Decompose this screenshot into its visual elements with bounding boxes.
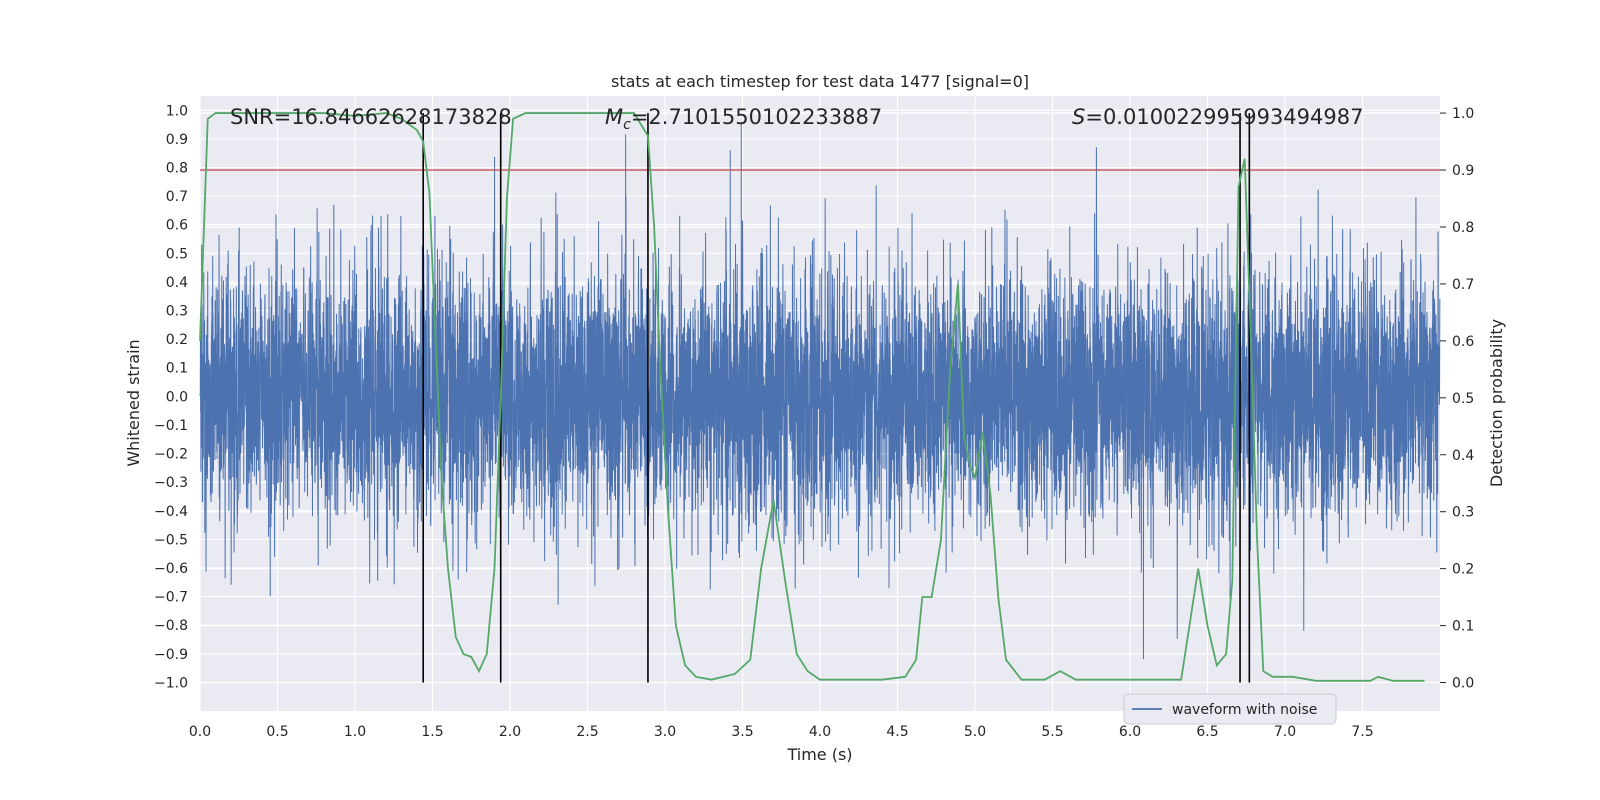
- y2-tick-label: 1.0: [1452, 106, 1474, 122]
- y2-axis-ticks: 1.0 0.9 0.8 0.7 0.6 0.5 0.4 0.3 0.2 0.1 0.0: [1440, 106, 1474, 692]
- x-tick-label: 6.5: [1196, 724, 1218, 740]
- s-annotation: S=0.010022995993494987: [1072, 105, 1363, 129]
- x-tick-label: 1.5: [421, 724, 443, 740]
- y-tick-label: 0.9: [166, 132, 188, 148]
- x-tick-label: 4.5: [886, 724, 908, 740]
- y-tick-label: 0.2: [166, 332, 188, 348]
- legend-box: [1123, 693, 1337, 725]
- x-tick-label: 1.0: [344, 724, 366, 740]
- chirp-mass-annotation: Mc=2.7101550102233887: [605, 105, 882, 133]
- y2-axis-label: Detection probability: [1487, 319, 1506, 487]
- y2-tick-label: 0.5: [1452, 391, 1474, 407]
- y-tick-label: 0.4: [166, 275, 188, 291]
- x-axis-ticks: 0.0 0.5 1.0 1.5 2.0 2.5 3.0 3.5 4.0 4.5 5.0 5.5 6.0 6…: [189, 724, 1374, 740]
- chirp-mass-symbol: M: [605, 105, 623, 129]
- legend-label: waveform with noise: [1172, 702, 1317, 718]
- y2-tick-label: 0.1: [1452, 619, 1474, 635]
- y-tick-label: 0.5: [166, 246, 188, 262]
- chart-title: stats at each timestep for test data 147…: [611, 72, 1029, 91]
- y-axis-label: Whitened strain: [124, 339, 143, 466]
- y-tick-label: 0.1: [166, 361, 188, 377]
- y-tick-label: 1.0: [166, 103, 188, 119]
- y-tick-label: −0.6: [154, 561, 188, 577]
- y2-tick-label: 0.3: [1452, 505, 1474, 521]
- y-tick-label: −0.4: [154, 504, 188, 520]
- x-tick-label: 2.5: [576, 724, 598, 740]
- y-tick-label: −0.2: [154, 447, 188, 463]
- y2-tick-label: 0.9: [1452, 163, 1474, 179]
- y-tick-label: −1.0: [154, 675, 188, 691]
- detection-probability-line: [199, 112, 1425, 682]
- chirp-mass-subscript: c: [623, 117, 631, 133]
- snr-annotation: SNR=16.84662628173828: [230, 105, 512, 129]
- y-tick-label: 0.7: [166, 189, 188, 205]
- y-tick-label: −0.7: [154, 590, 188, 606]
- chirp-mass-value: =2.7101550102233887: [631, 105, 882, 129]
- y-tick-label: −0.3: [154, 475, 188, 491]
- x-tick-label: 2.0: [499, 724, 521, 740]
- y2-tick-label: 0.2: [1452, 562, 1474, 578]
- y2-tick-label: 0.7: [1452, 277, 1474, 293]
- y-tick-label: 0.6: [166, 218, 188, 234]
- x-tick-label: 5.0: [964, 724, 986, 740]
- y2-tick-label: 0.4: [1452, 448, 1474, 464]
- y-tick-label: −0.5: [154, 532, 188, 548]
- y-tick-label: 0.3: [166, 304, 188, 320]
- x-tick-label: 7.5: [1351, 724, 1373, 740]
- x-tick-label: 6.0: [1119, 724, 1141, 740]
- y2-tick-label: 0.8: [1452, 220, 1474, 236]
- s-symbol: S: [1072, 105, 1085, 129]
- y-tick-label: 0.8: [166, 161, 188, 177]
- x-axis-label: Time (s): [786, 745, 852, 764]
- x-tick-label: 5.5: [1041, 724, 1063, 740]
- x-tick-label: 3.5: [731, 724, 753, 740]
- y-tick-label: −0.9: [154, 647, 188, 663]
- x-tick-label: 0.5: [266, 724, 288, 740]
- legend: waveform with noise: [1123, 693, 1337, 725]
- waveform-line: [199, 121, 1441, 660]
- x-tick-label: 3.0: [654, 724, 676, 740]
- y2-tick-label: 0.6: [1452, 334, 1474, 350]
- x-tick-label: 4.0: [809, 724, 831, 740]
- y-tick-label: 0.0: [166, 389, 188, 405]
- y-tick-label: −0.1: [154, 418, 188, 434]
- x-tick-label: 7.0: [1274, 724, 1296, 740]
- y2-tick-label: 0.0: [1452, 676, 1474, 692]
- y-tick-label: −0.8: [154, 618, 188, 634]
- waveform-series: [199, 121, 1441, 660]
- s-value: =0.010022995993494987: [1085, 105, 1363, 129]
- x-tick-label: 0.0: [189, 724, 211, 740]
- y-axis-ticks: 1.0 0.9 0.8 0.7 0.6 0.5 0.4 0.3 0.2 0.1 0.0 −0.1 −0.…: [154, 103, 188, 691]
